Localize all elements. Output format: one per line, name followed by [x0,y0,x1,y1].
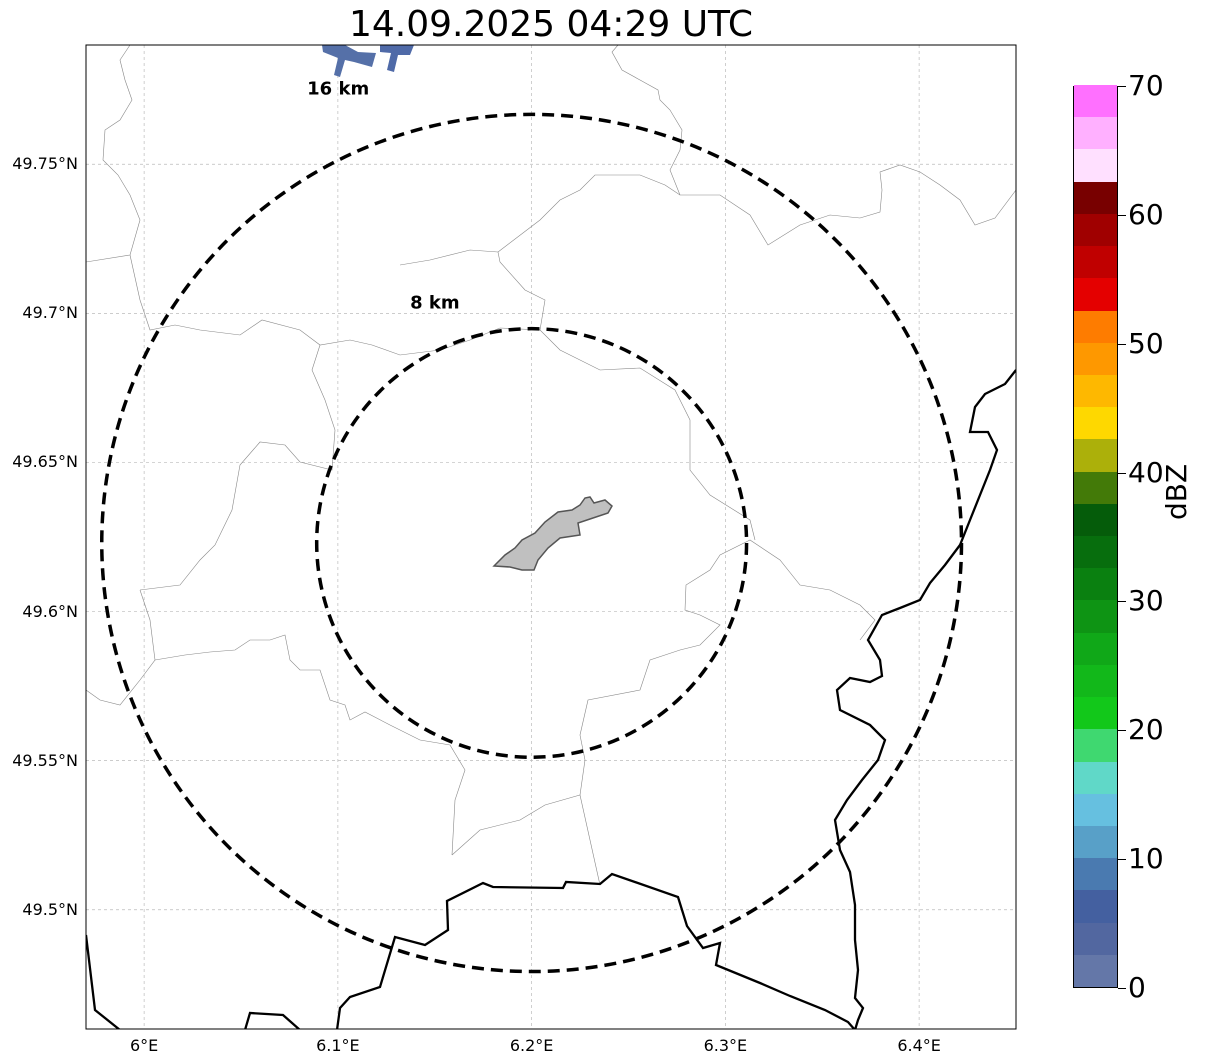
colorbar-tick-label: 50 [1128,326,1164,360]
range-rings: 16 km 8 km [100,78,964,974]
colorbar-segment [1074,374,1117,408]
gridlines [86,45,1016,1029]
colorbar [1073,85,1118,988]
map-border [85,44,1017,1030]
national-borders [86,369,1016,1029]
city-area [492,496,613,571]
colorbar-tick [1118,214,1126,216]
map-title: 14.09.2025 04:29 UTC [348,4,754,45]
colorbar-segment [1074,857,1117,891]
colorbar-segment [1074,761,1117,794]
colorbar-segment [1074,728,1117,762]
colorbar-segment [1074,245,1117,279]
commune-boundaries [86,45,1016,886]
range-ring-label: 8 km [410,293,460,314]
range-ring-16km [100,112,964,974]
colorbar-tick [1118,86,1126,87]
colorbar-tick [1118,988,1126,989]
lat-tick-label: 49.6°N [22,601,78,621]
colorbar-segment [1074,181,1117,214]
colorbar-tick-label: 20 [1128,713,1164,747]
colorbar-tick-label: 60 [1128,197,1164,231]
colorbar-tick [1118,601,1126,603]
colorbar-segment [1074,922,1117,955]
lon-tick-label: 6.1°E [316,1036,360,1055]
colorbar-segment [1074,342,1117,375]
colorbar-segment [1074,277,1117,311]
lon-tick-label: 6.4°E [897,1036,941,1055]
colorbar-segment [1074,632,1117,665]
lon-tick-label: 6°E [129,1036,159,1055]
colorbar-segment [1074,438,1117,472]
lat-tick-label: 49.7°N [22,303,78,323]
colorbar-segment [1074,696,1117,730]
colorbar-segment [1074,213,1117,247]
colorbar-tick-label: 70 [1128,69,1164,102]
colorbar-tick [1118,859,1126,861]
radar-echoes [322,45,414,77]
lat-tick-label: 49.55°N [12,750,78,770]
lon-tick-label: 6.3°E [703,1036,748,1055]
colorbar-segment [1074,310,1117,343]
colorbar-segment [1074,85,1117,118]
colorbar-label: dBZ [1160,463,1193,520]
colorbar-tick-label: 30 [1128,584,1164,618]
lat-tick-label: 49.5°N [22,899,78,919]
colorbar-segment [1074,535,1117,569]
colorbar-tick [1118,730,1126,732]
colorbar-segment [1074,148,1117,182]
colorbar-tick-label: 10 [1128,842,1164,876]
colorbar-segment [1074,599,1117,633]
colorbar-segment [1074,793,1117,826]
colorbar-tick [1118,343,1126,345]
lon-tick-label: 6.2°E [509,1036,554,1055]
colorbar-tick-label: 40 [1128,455,1164,489]
colorbar-tick-label: 0 [1128,971,1146,1004]
lat-tick-label: 49.75°N [12,154,78,174]
colorbar-tick [1118,472,1126,474]
colorbar-segment [1074,406,1117,440]
colorbar-segment [1074,567,1117,601]
range-ring-label: 16 km [307,78,369,99]
range-ring-8km [314,326,749,760]
colorbar-segment [1074,825,1117,859]
colorbar-segment [1074,664,1117,698]
colorbar-segment [1074,889,1117,923]
colorbar-segment [1074,954,1117,987]
colorbar-segment [1074,503,1117,536]
colorbar-segment [1074,471,1117,504]
colorbar-segment [1074,116,1117,150]
lat-tick-label: 49.65°N [12,452,78,472]
